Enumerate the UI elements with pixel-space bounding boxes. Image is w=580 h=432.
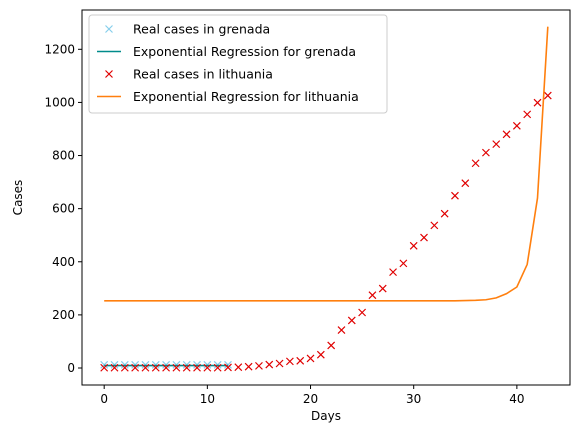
x-tick-label: 0 xyxy=(100,392,108,406)
series-line xyxy=(104,26,549,302)
y-axis-label: Cases xyxy=(11,180,25,216)
data-point xyxy=(213,363,222,372)
data-point xyxy=(285,357,294,366)
y-tick-label: 1000 xyxy=(44,95,75,109)
data-point xyxy=(172,363,181,372)
data-point xyxy=(399,259,408,268)
data-point xyxy=(275,359,284,368)
data-point xyxy=(378,284,387,293)
data-point xyxy=(255,361,263,370)
data-point xyxy=(162,363,171,372)
y-tick-label: 600 xyxy=(52,202,75,216)
x-axis-label: Days xyxy=(311,409,341,423)
x-tick-label: 30 xyxy=(406,392,421,406)
data-point xyxy=(430,221,439,230)
data-point xyxy=(193,363,201,372)
data-point xyxy=(306,354,315,363)
x-tick-label: 40 xyxy=(509,392,524,406)
data-point xyxy=(451,191,459,200)
data-point xyxy=(110,363,119,372)
data-point xyxy=(420,233,428,242)
data-point xyxy=(471,159,480,168)
data-point xyxy=(368,291,377,300)
data-point xyxy=(481,148,490,157)
data-point xyxy=(347,316,356,325)
y-tick-label: 200 xyxy=(52,308,75,322)
data-point xyxy=(389,268,397,277)
data-point xyxy=(409,241,418,250)
data-point xyxy=(100,363,109,372)
data-point xyxy=(492,140,501,149)
y-tick-label: 800 xyxy=(52,149,75,163)
data-point xyxy=(296,356,305,365)
data-point xyxy=(203,363,212,372)
data-point xyxy=(543,91,552,100)
series-2 xyxy=(100,91,552,372)
series-3 xyxy=(104,26,549,302)
x-tick-label: 10 xyxy=(200,392,215,406)
legend-handle-marker xyxy=(105,70,113,78)
data-point xyxy=(131,363,140,372)
data-point xyxy=(151,363,160,372)
data-point xyxy=(440,209,449,218)
data-point xyxy=(182,363,191,372)
data-point xyxy=(224,363,232,372)
legend: Real cases in grenada Exponential Regress… xyxy=(88,14,388,114)
data-point xyxy=(120,363,129,372)
data-point xyxy=(141,363,150,372)
y-tick-label: 400 xyxy=(52,255,75,269)
legend-entry: Exponential Regression for grenada xyxy=(133,44,356,59)
legend-box xyxy=(88,14,388,114)
data-point xyxy=(358,308,367,317)
data-point xyxy=(265,360,274,369)
data-point xyxy=(502,130,511,139)
legend-entry: Real cases in lithuania xyxy=(133,67,273,82)
y-tick-label: 0 xyxy=(67,361,75,375)
plot-area xyxy=(100,26,552,372)
data-point xyxy=(533,98,542,107)
data-point xyxy=(234,363,243,372)
data-point xyxy=(327,341,336,350)
legend-entry: Exponential Regression for lithuania xyxy=(133,89,359,104)
data-point xyxy=(316,350,325,359)
axes-frame xyxy=(81,9,571,386)
data-point xyxy=(244,362,253,371)
legend-entry: Real cases in grenada xyxy=(133,22,270,37)
data-point xyxy=(461,179,470,188)
data-point xyxy=(512,121,521,130)
y-tick-label: 1200 xyxy=(44,42,75,56)
data-point xyxy=(523,110,532,119)
legend-handle-marker xyxy=(105,25,113,33)
x-tick-label: 20 xyxy=(303,392,318,406)
data-point xyxy=(337,326,346,334)
